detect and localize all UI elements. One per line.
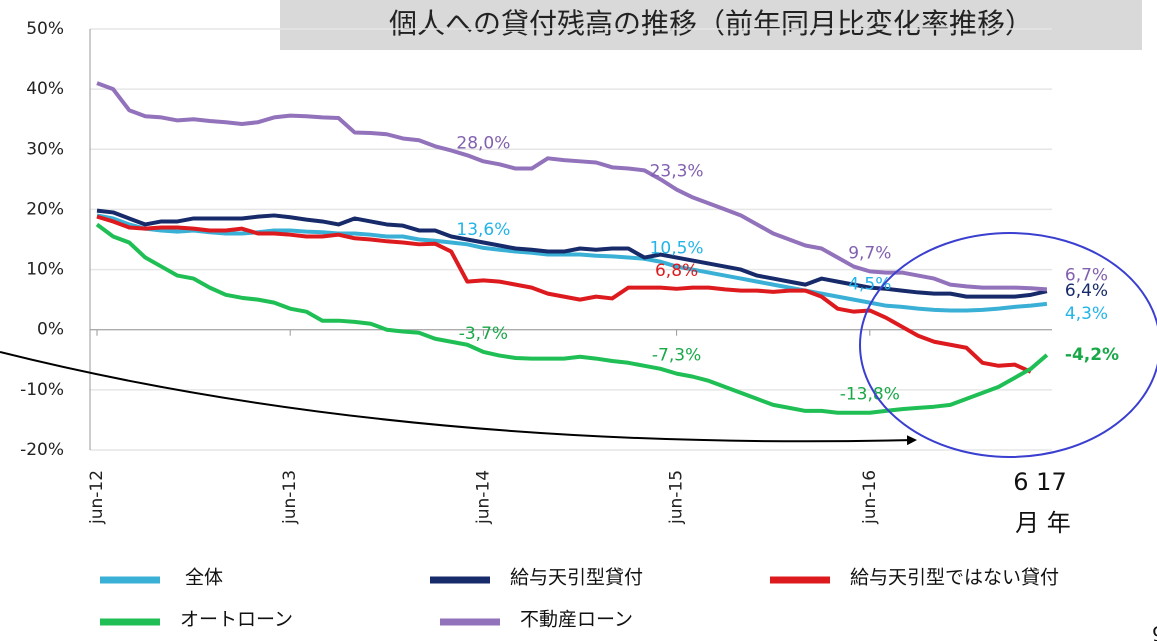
legend-label: 給与天引型貸付 <box>510 567 643 589</box>
y-tick-label: -20% <box>20 440 64 460</box>
highlight-ellipse <box>859 232 1157 458</box>
page-number: 9 <box>1152 623 1157 641</box>
series-line <box>96 81 1048 292</box>
data-label: 4,3% <box>1065 304 1108 324</box>
x-tick-label: jun-15 <box>667 470 687 525</box>
data-label: 6,4% <box>1065 281 1108 301</box>
x-tick-label: jun-14 <box>473 470 493 525</box>
data-label: -4,2% <box>1065 345 1119 365</box>
y-tick-label: 50% <box>26 19 64 39</box>
y-tick-label: 40% <box>26 79 64 99</box>
y-tick-label: -10% <box>20 380 64 400</box>
data-label: 6,8% <box>655 261 698 281</box>
data-label: 6,7% <box>1065 265 1108 285</box>
legend-label: 給与天引型ではない貸付 <box>850 567 1059 589</box>
legend-label: 不動産ローン <box>520 609 633 631</box>
arrow <box>0 351 917 446</box>
annotation: 月 年 <box>1015 509 1071 537</box>
data-label: -3,7% <box>459 324 508 344</box>
annotation: 6 17 <box>1013 468 1066 496</box>
y-tick-label: 0% <box>37 320 64 340</box>
y-tick-label: 10% <box>26 260 64 280</box>
plot: -20% -10% 0% 10% 20% 30% 40% 50% jun-12 jun-13 jun… <box>20 19 1119 525</box>
y-tick-label: 30% <box>26 139 64 159</box>
chart-title: 個人への貸付残高の推移（前年同月比変化率推移） <box>389 7 1033 40</box>
series-line <box>96 208 1048 299</box>
data-label: -13,8% <box>840 385 900 405</box>
series-line <box>96 214 1032 374</box>
data-label: 9,7% <box>848 243 891 263</box>
legend-label: オートローン <box>180 609 293 631</box>
data-label: -7,3% <box>652 346 701 366</box>
data-label: 13,6% <box>456 220 510 240</box>
data-label: 4,5% <box>848 275 891 295</box>
data-label: 23,3% <box>650 162 704 182</box>
data-label: 10,5% <box>650 239 704 259</box>
x-tick-label: jun-16 <box>860 470 880 525</box>
x-tick-label: jun-12 <box>87 470 107 525</box>
title-box <box>280 0 1142 50</box>
x-tick-label: jun-13 <box>280 470 300 525</box>
y-tick-label: 20% <box>26 199 64 219</box>
data-label: 28,0% <box>456 133 510 153</box>
legend-label: 全体 <box>185 567 223 589</box>
